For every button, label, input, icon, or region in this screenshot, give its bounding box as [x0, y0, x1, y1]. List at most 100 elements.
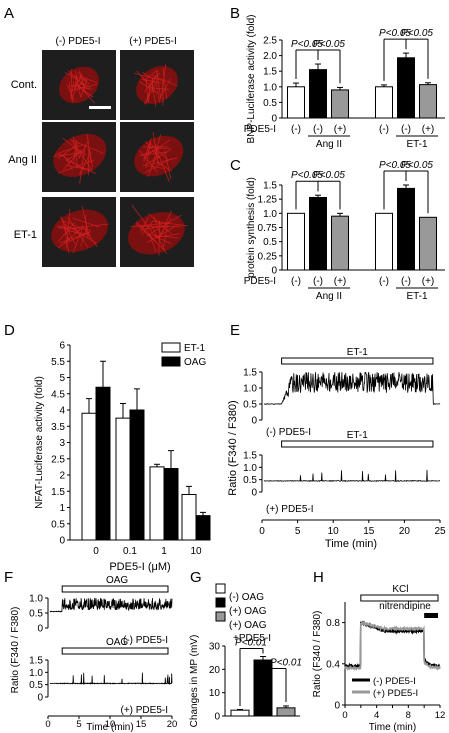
D-x-tick-label: 0.1: [123, 546, 137, 557]
C-x-category: (-): [291, 276, 301, 287]
D-y-tick-label: 5.5: [51, 357, 65, 368]
H-x-tick-label: 0: [342, 710, 347, 721]
micrograph-r1-c1-fiber: [77, 71, 90, 85]
F-y-axis-title: Ratio (F340 / F380): [10, 607, 21, 694]
G-y-tick-label: 30: [209, 642, 221, 653]
panel-d-label: D: [4, 322, 15, 339]
H-nitrendipine-label: nitrendipine: [379, 601, 431, 612]
micrograph-r3-c2-fiber: [146, 214, 182, 237]
D-legend-label: ET-1: [184, 343, 206, 354]
F-x-tick-label: 10: [105, 719, 116, 730]
D-bar-OAG-0.1: [129, 409, 145, 541]
C-y-tick-label: 0.5: [263, 237, 277, 248]
F-trace: [49, 672, 173, 686]
E-x-tick-label: 0: [259, 526, 265, 537]
E-y-tick-label: 1.0: [243, 384, 257, 395]
micrograph-r2-c2-fiber: [145, 141, 161, 160]
C-x-category: (+): [334, 276, 347, 287]
D-y-tick-label: 3: [59, 438, 65, 449]
panel-b: B 0 0.5 1.0 1.5 2.0 2.5 BNP-Luciferase activit…: [230, 5, 445, 150]
micrograph-r1-c2-fiber: [155, 82, 161, 103]
E-stim-bar-1: [281, 357, 434, 365]
panel-g-label: G: [190, 569, 202, 586]
micrograph-r2-c1-fiber: [65, 149, 85, 161]
C-y-tick-label: 1.0: [263, 209, 277, 220]
B-p-value: P<0.05: [401, 28, 433, 39]
C-group-label: Ang II: [316, 291, 342, 302]
micrograph-r3-c1-fiber: [65, 224, 97, 244]
C-bar-3: [331, 215, 349, 271]
micrograph-r1-c2-fiber: [162, 67, 168, 99]
panel-b-chart: 0 0.5 1.0 1.5 2.0 2.5 BNP-Luciferase activity …: [244, 15, 445, 150]
F-condition-tag: (+) PDE5-I: [120, 705, 168, 716]
G-y-tick-label: 0: [214, 712, 220, 723]
panel-d: D 0 0.5 1 1.5 2 2.5 3 3.5 4 4.5 5 5.5 6 NFAT-Lucifera…: [4, 322, 211, 573]
scale-bar: [89, 106, 111, 109]
D-x-tick-label: 0: [93, 546, 99, 557]
H-trace-2: [344, 620, 441, 672]
D-bar-ET-1-10: [181, 494, 197, 541]
B-bar-2: [309, 69, 327, 119]
B-y-tick-label: 0: [271, 114, 277, 125]
E-stim-label: ET-1: [347, 430, 369, 441]
D-legend-label: OAG: [184, 357, 206, 368]
micrograph-r1-c2-fiber: [145, 79, 149, 101]
panel-g: G 0 10 20 30 Changes in MP (mV) P<0.01P<0.01 (…: [189, 569, 302, 727]
D-y-tick-label: 4: [59, 406, 65, 417]
B-bar-6: [419, 84, 437, 119]
B-bar-4: [375, 86, 393, 119]
panel-e-label: E: [230, 322, 240, 339]
micrograph-r1-c2-fiber: [139, 81, 156, 93]
panel-b-label: B: [230, 5, 240, 22]
micrograph-r1-c2-fiber: [145, 83, 152, 105]
D-y-tick-label: 6: [59, 341, 65, 352]
micrograph-r2-c2-fiber: [144, 149, 172, 166]
panel-h: H 0 0.4 0.8 0 4 8 12 KCl nitrendipine (-) PDE5-I(…: [312, 569, 445, 733]
F-condition-tag: (-) PDE5-I: [123, 635, 168, 646]
micrograph-r2-c1-fiber: [65, 159, 97, 175]
D-y-tick-label: 5: [59, 373, 65, 384]
B-group-label: Ang II: [316, 139, 342, 150]
micrograph-r1-c1-fiber: [66, 84, 76, 102]
micrograph-r2-c1: [42, 122, 116, 192]
B-row-label: PDE5-I: [244, 124, 276, 135]
H-y-tick-label: 0.8: [326, 618, 340, 629]
panel-c-label: C: [230, 157, 241, 174]
micrograph-r3-c1-fiber: [63, 232, 89, 245]
micrograph-r3-c1-fiber: [59, 231, 92, 244]
micrograph-r3-c1-fiber: [58, 222, 76, 242]
D-y-tick-label: 4.5: [51, 389, 65, 400]
micrograph-r1-c1-fiber: [70, 69, 73, 92]
D-y-tick-label: 0.5: [51, 519, 65, 530]
E-stim-label: ET-1: [347, 347, 369, 358]
panel-e-chart: 00.51.01.5ET-1(-) PDE5-I00.51.01.5ET-1(+…: [227, 347, 446, 550]
F-x-axis-title: Time (min): [86, 722, 133, 733]
G-legend-swatch-1: [215, 583, 226, 594]
micrograph-r1-c2-fiber: [144, 72, 161, 93]
micrograph-r3-c1-fiber: [72, 226, 84, 254]
micrograph-r2-c1-fiber: [73, 139, 77, 163]
micrograph-r3-c2-fiber: [136, 221, 157, 243]
micrograph-r1-c2-fiber: [153, 87, 170, 90]
C-p-value: P<0.05: [313, 170, 345, 181]
micrograph-r2-c2-fiber: [148, 141, 169, 161]
panel-a-micrographs: [42, 50, 194, 267]
E-x-tick-label: 25: [434, 526, 446, 537]
G-y-axis-title: Changes in MP (mV): [189, 635, 200, 728]
D-legend-swatch-OAG: [161, 356, 181, 367]
C-x-category: (-): [401, 276, 411, 287]
B-bar-3: [331, 89, 349, 119]
panel-f-label: F: [4, 569, 13, 586]
micrograph-r3-c2-fiber: [130, 222, 170, 228]
D-bar-ET-1-1: [149, 466, 165, 541]
micrograph-r2-c2-fiber: [142, 164, 165, 169]
micrograph-r2-c2: [120, 122, 194, 192]
micrograph-r2-c1-fiber: [62, 149, 82, 171]
micrograph-r3-c1-fiber: [81, 206, 91, 240]
D-y-tick-label: 1.5: [51, 487, 65, 498]
micrograph-r1-c2-fiber: [156, 69, 162, 100]
D-y-tick-label: 0: [59, 536, 65, 547]
micrograph-r3-c1-fiber: [63, 220, 91, 232]
panel-d-chart: 0 0.5 1 1.5 2 2.5 3 3.5 4 4.5 5 5.5 6 NFAT-Luciferase…: [34, 341, 211, 573]
